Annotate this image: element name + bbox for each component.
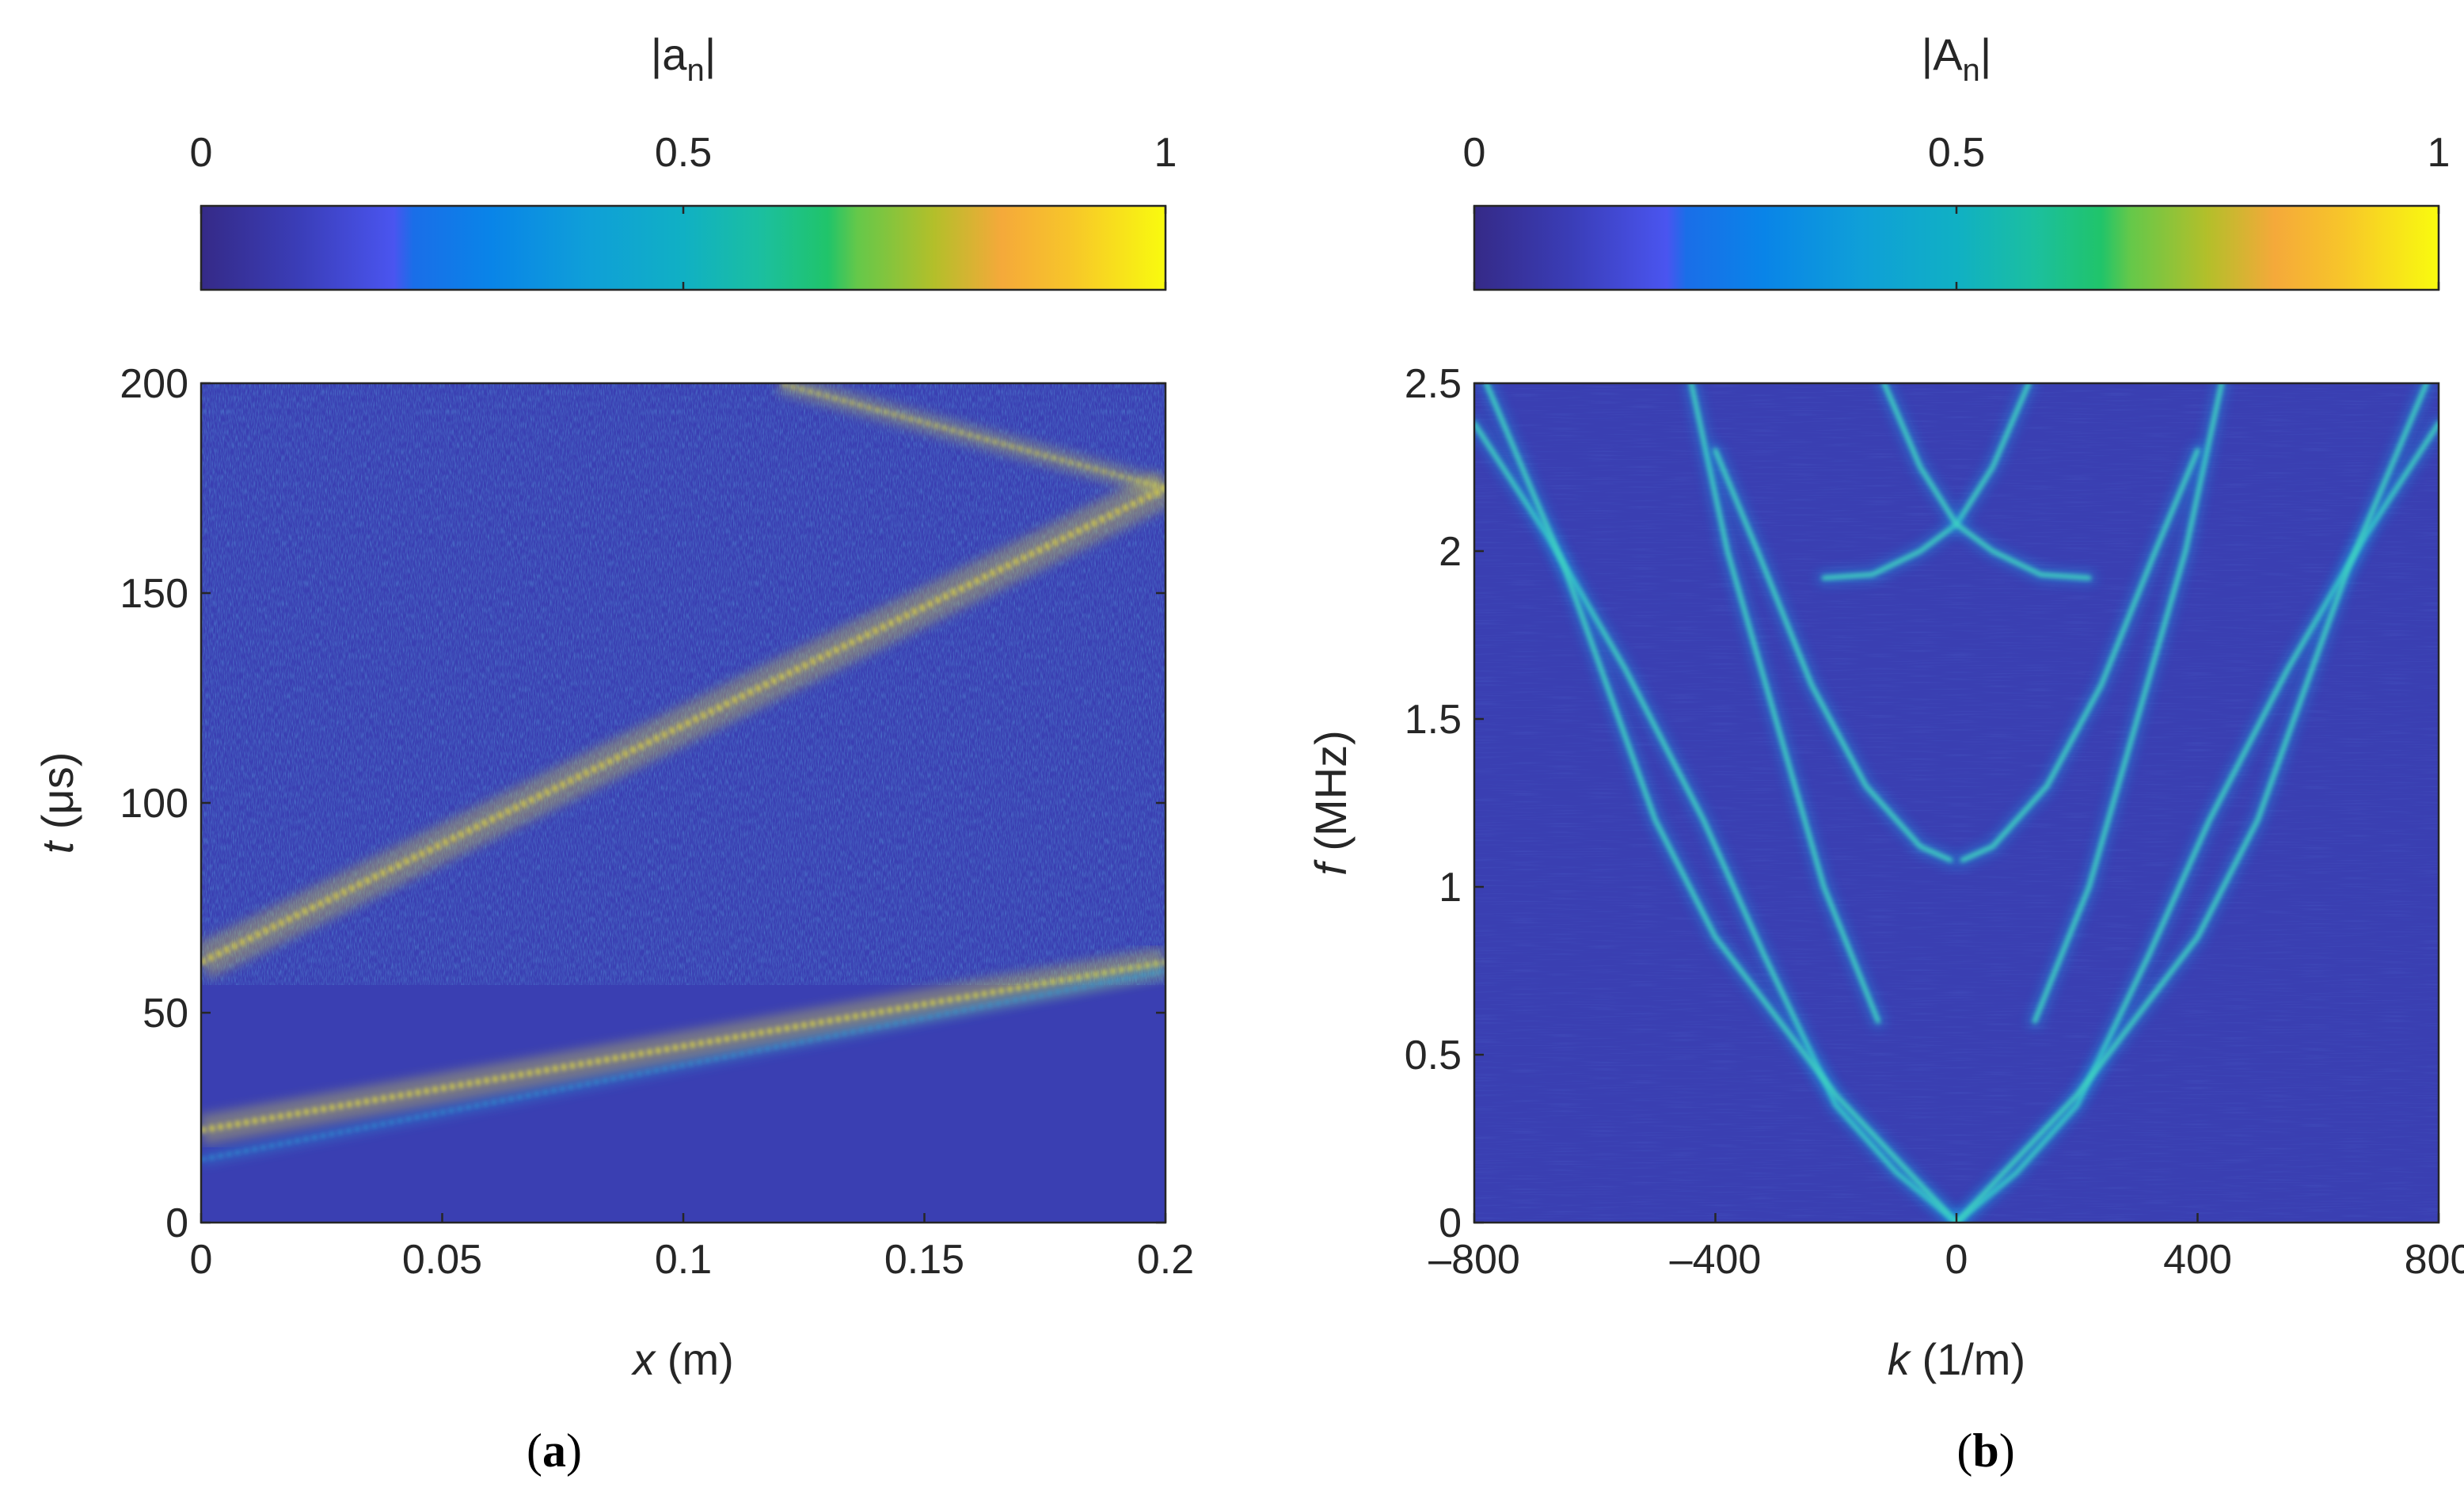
colorbar-tick-label-b: 1 xyxy=(2428,130,2451,176)
y-tick-label-a: 0 xyxy=(165,1200,188,1246)
y-axis-label-b: f (MHz) xyxy=(1306,730,1356,876)
colorbar-b-title: |An| xyxy=(1922,29,1992,88)
y-tick-label-a: 50 xyxy=(143,991,188,1036)
heatmap-b xyxy=(1473,382,2440,1224)
x-tick-label-a: 0.15 xyxy=(884,1237,964,1283)
axes-b: –800 –400 0 400 800 0 0.5 1 1.5 2 2.5 xyxy=(1405,361,2464,1283)
x-tick-label-a: 0.2 xyxy=(1137,1237,1194,1283)
reflected-front xyxy=(779,383,1165,490)
A1-neg xyxy=(1689,383,1881,1024)
x-axis-label-a: x (m) xyxy=(630,1334,734,1384)
x-tick-label-b: 800 xyxy=(2405,1237,2464,1283)
y-tick-label-a: 100 xyxy=(120,781,188,827)
y-tick-label-a: 150 xyxy=(120,571,188,617)
colorbar-b-gradient xyxy=(1473,204,2440,291)
heatmap-b-texture xyxy=(1474,383,2439,1223)
x-tick-label-b: 400 xyxy=(2163,1237,2232,1283)
y-tick-label-b: 2.5 xyxy=(1405,361,1462,407)
colorbar-a: |an| 0 0.5 1 xyxy=(190,29,1177,291)
panel-label-a: (a) xyxy=(527,1424,582,1477)
colorbar-tick-label-a: 0.5 xyxy=(655,130,712,176)
x-tick-label-b: 0 xyxy=(1945,1237,1968,1283)
y-tick-label-b: 2 xyxy=(1439,529,1462,575)
A1-pos xyxy=(2032,383,2224,1024)
S2-right xyxy=(1881,383,2092,580)
y-tick-label-b: 0.5 xyxy=(1405,1033,1462,1078)
colorbar-a-gradient xyxy=(200,204,1167,291)
colorbar-b: |An| 0 0.5 1 xyxy=(1463,29,2451,291)
S2-left xyxy=(1821,383,2032,580)
axes-a: 0 0.05 0.1 0.15 0.2 0 50 100 150 200 xyxy=(120,361,1194,1283)
x-tick-label-b: –400 xyxy=(1670,1237,1762,1283)
panel-label-b: (b) xyxy=(1956,1424,2014,1477)
y-tick-label-b: 0 xyxy=(1439,1200,1462,1246)
S0-neg xyxy=(1484,383,1959,1223)
y-tick-label-b: 1.5 xyxy=(1405,697,1462,743)
x-tick-label-a: 0 xyxy=(190,1237,213,1283)
x-tick-label-a: 0.05 xyxy=(402,1237,482,1283)
colorbar-b-ticks: 0 0.5 1 xyxy=(1463,130,2451,290)
S1-pos xyxy=(1960,447,2200,863)
direct-wave-front-glow xyxy=(201,471,1165,979)
cutoff-edge xyxy=(201,969,1165,1162)
x-tick-label-a: 0.1 xyxy=(655,1237,712,1283)
dispersion-curves xyxy=(1474,383,2439,1223)
heatmap-a-features xyxy=(201,383,1165,1166)
x-tick-label-b: –800 xyxy=(1428,1237,1520,1283)
heatmap-a xyxy=(200,382,1167,1224)
slow-mode-front xyxy=(201,959,1165,1134)
S1-neg xyxy=(1713,447,1953,863)
y-axis-label-a: t (μs) xyxy=(32,752,82,854)
x-axis-label-b: k (1/m) xyxy=(1888,1334,2025,1384)
colorbar-tick-label-a: 0 xyxy=(190,130,213,176)
y-tick-label-a: 200 xyxy=(120,361,188,407)
colorbar-tick-label-a: 1 xyxy=(1154,130,1177,176)
y-tick-label-b: 1 xyxy=(1439,865,1462,911)
S0-pos xyxy=(1954,383,2429,1223)
colorbar-tick-label-b: 0 xyxy=(1463,130,1486,176)
colorbar-a-ticks: 0 0.5 1 xyxy=(190,130,1177,290)
colorbar-tick-label-b: 0.5 xyxy=(1928,130,1985,176)
colorbar-a-title: |an| xyxy=(651,29,717,88)
